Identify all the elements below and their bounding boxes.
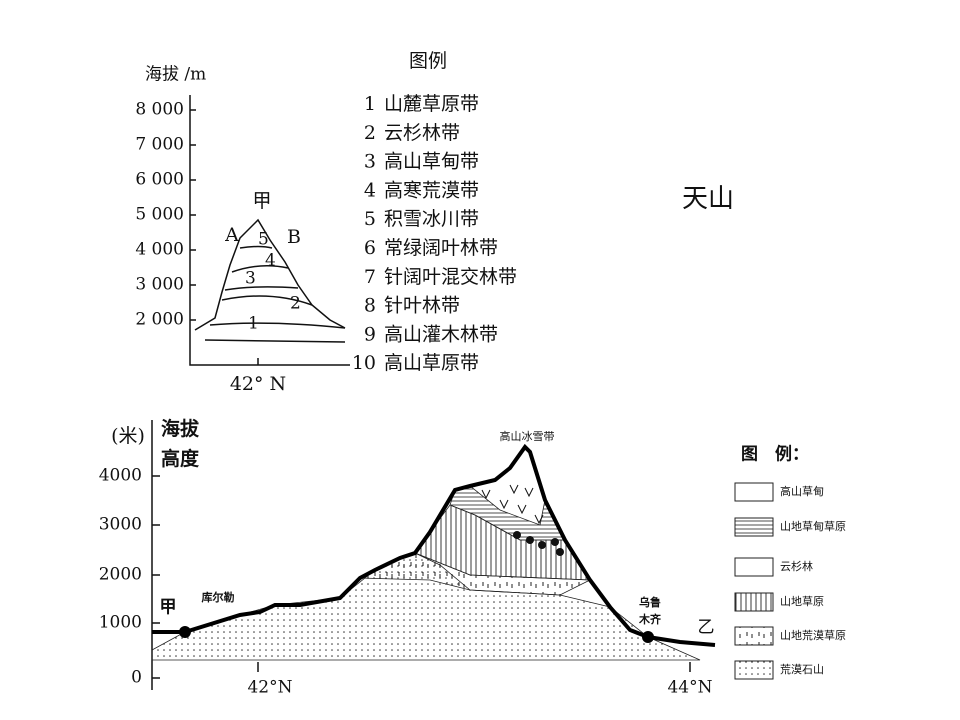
zone-lines xyxy=(204,245,346,343)
y-label: 3000 xyxy=(99,515,142,535)
mountain-outline xyxy=(194,218,346,331)
legend-label: 针叶林带 xyxy=(384,295,460,317)
legend-label: 云杉林带 xyxy=(384,122,460,144)
zone-number: 3 xyxy=(245,269,256,289)
x-label: 42°N xyxy=(247,678,292,698)
legend-label: 高山草甸带 xyxy=(384,151,479,173)
end-label: 乙 xyxy=(698,618,715,638)
meadow-icons xyxy=(481,484,544,525)
legend-label: 常绿阔叶林带 xyxy=(384,237,498,259)
zone-number: 4 xyxy=(265,251,276,271)
legend-swatch xyxy=(734,592,774,612)
legend-number: 1 xyxy=(364,93,376,115)
legend-swatch xyxy=(734,517,774,537)
legend-swatch xyxy=(734,660,774,680)
side-label: B xyxy=(287,226,301,248)
y-label: 5 000 xyxy=(135,205,184,225)
legend-number: 4 xyxy=(364,179,376,201)
legend-number: 7 xyxy=(364,266,376,288)
legend-title: 图例 xyxy=(409,50,447,72)
y-axis-title: 海拔 /m xyxy=(145,65,206,85)
legend-swatch xyxy=(734,482,774,502)
side-title: 天山 xyxy=(682,184,734,214)
city-label: 木齐 xyxy=(638,612,662,626)
city-label: 乌鲁 xyxy=(639,595,661,609)
legend-title: 图 例： xyxy=(741,444,809,465)
top-diagram: 海拔 /m 8 000 7 000 6 000 5 000 4 000 3 000 2 00… xyxy=(135,50,734,395)
x-label: 44°N xyxy=(667,678,712,698)
zone-number: 2 xyxy=(290,294,301,314)
y-label: 3 000 xyxy=(135,275,184,295)
peak-label: 高山冰雪带 xyxy=(500,429,555,443)
legend-swatch xyxy=(734,626,774,646)
legend-label: 云杉林 xyxy=(780,559,813,573)
y-label: 2 000 xyxy=(135,310,184,330)
legend-label: 山地荒漠草原 xyxy=(780,629,846,642)
terrain-profile xyxy=(152,443,716,647)
side-label: A xyxy=(224,224,239,246)
legend-swatch xyxy=(734,557,774,577)
legend-label: 高山灌木林带 xyxy=(384,323,498,345)
legend-label: 高山草甸 xyxy=(780,484,824,498)
legend-number: 5 xyxy=(364,208,376,230)
start-label: 甲 xyxy=(160,598,177,618)
legend-number: 3 xyxy=(364,151,376,173)
legend-label: 山地草甸草原 xyxy=(780,520,846,533)
y-label: 1000 xyxy=(99,613,142,633)
peak-label: 甲 xyxy=(252,190,271,212)
zone-number: 5 xyxy=(258,230,269,250)
city-marker xyxy=(642,631,654,643)
y-label: 6 000 xyxy=(135,170,184,190)
city-label: 库尔勒 xyxy=(202,590,235,604)
axes xyxy=(189,95,350,366)
y-label: 0 xyxy=(131,668,142,688)
legend-label: 积雪冰川带 xyxy=(384,208,479,230)
legend-label: 高山草原带 xyxy=(384,352,479,374)
legend-number: 10 xyxy=(352,352,376,374)
legend-number: 6 xyxy=(364,237,376,259)
y-axis-title: 高度 xyxy=(161,447,200,470)
legend-label: 山地草原 xyxy=(780,595,824,608)
city-marker xyxy=(179,626,191,638)
unit: (米) xyxy=(111,425,145,447)
legend-label: 高寒荒漠带 xyxy=(384,179,479,201)
legend-number: 2 xyxy=(364,122,376,144)
y-label: 4 000 xyxy=(135,240,184,260)
y-label: 4000 xyxy=(99,466,142,486)
legend-number: 9 xyxy=(364,323,376,345)
y-axis-title: 海拔 xyxy=(161,417,200,440)
legend-label: 荒漠石山 xyxy=(780,663,824,676)
y-label: 2000 xyxy=(99,565,142,585)
legend-label: 山麓草原带 xyxy=(384,93,479,115)
legend-number: 8 xyxy=(364,295,376,317)
y-label: 7 000 xyxy=(135,135,184,155)
spruce-icons xyxy=(513,531,564,556)
y-label: 8 000 xyxy=(135,100,184,120)
zone-number: 1 xyxy=(248,314,259,334)
x-label: 42° N xyxy=(230,373,286,395)
legend-label: 针阔叶混交林带 xyxy=(384,266,517,288)
